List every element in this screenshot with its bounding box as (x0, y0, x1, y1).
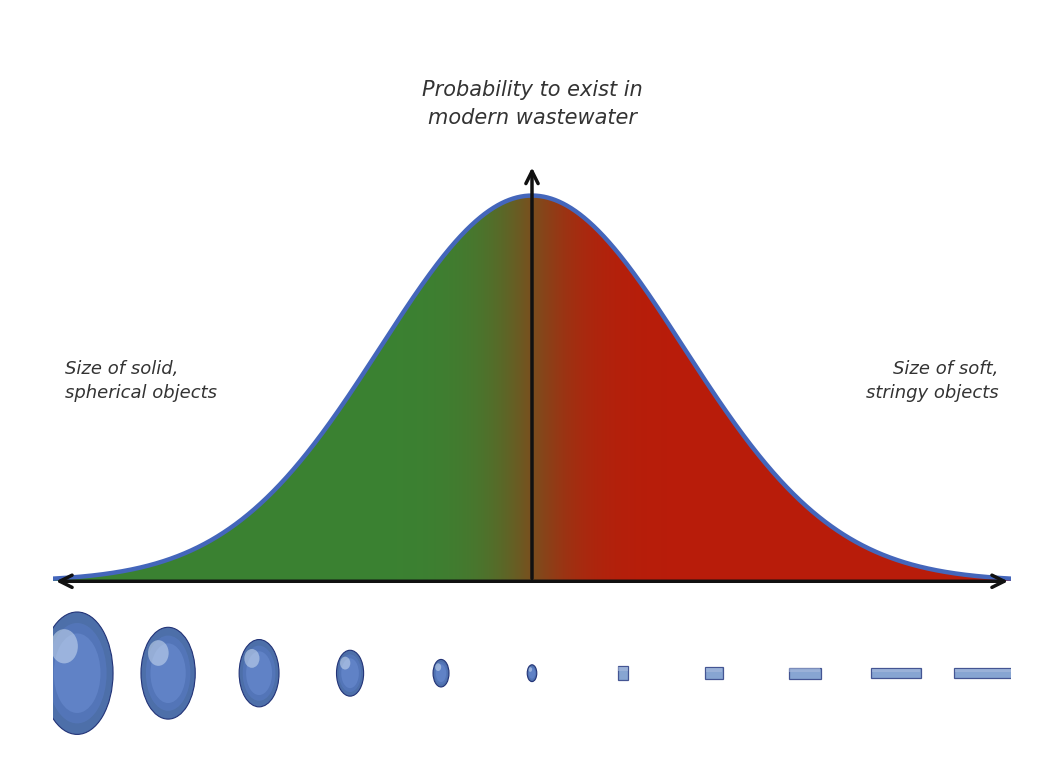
Ellipse shape (239, 640, 279, 707)
Ellipse shape (528, 665, 537, 682)
Ellipse shape (41, 612, 113, 734)
Ellipse shape (48, 623, 106, 724)
FancyBboxPatch shape (788, 668, 821, 679)
FancyBboxPatch shape (705, 667, 722, 679)
Ellipse shape (54, 633, 100, 713)
Text: Size of solid,
spherical objects: Size of solid, spherical objects (65, 360, 217, 402)
Ellipse shape (51, 629, 78, 663)
Ellipse shape (246, 651, 272, 695)
FancyBboxPatch shape (705, 668, 722, 672)
Text: Probability to exist in
modern wastewater: Probability to exist in modern wastewate… (421, 80, 643, 129)
Ellipse shape (146, 636, 190, 711)
Text: Size of soft,
stringy objects: Size of soft, stringy objects (866, 360, 999, 402)
Ellipse shape (342, 658, 359, 688)
FancyBboxPatch shape (954, 669, 1019, 672)
Ellipse shape (436, 664, 446, 682)
Ellipse shape (339, 654, 361, 692)
Ellipse shape (435, 663, 442, 671)
Ellipse shape (148, 640, 169, 666)
Ellipse shape (140, 627, 195, 719)
FancyBboxPatch shape (789, 669, 820, 672)
Ellipse shape (528, 666, 536, 680)
Ellipse shape (434, 662, 448, 685)
Ellipse shape (245, 649, 260, 668)
Ellipse shape (529, 667, 532, 672)
FancyBboxPatch shape (954, 669, 1019, 678)
Ellipse shape (433, 659, 449, 687)
Ellipse shape (529, 668, 535, 679)
FancyBboxPatch shape (618, 667, 628, 671)
Ellipse shape (150, 643, 186, 703)
Ellipse shape (340, 656, 350, 669)
FancyBboxPatch shape (871, 669, 920, 672)
Ellipse shape (336, 650, 364, 696)
Ellipse shape (243, 646, 276, 701)
FancyBboxPatch shape (618, 666, 628, 680)
FancyBboxPatch shape (871, 668, 920, 679)
